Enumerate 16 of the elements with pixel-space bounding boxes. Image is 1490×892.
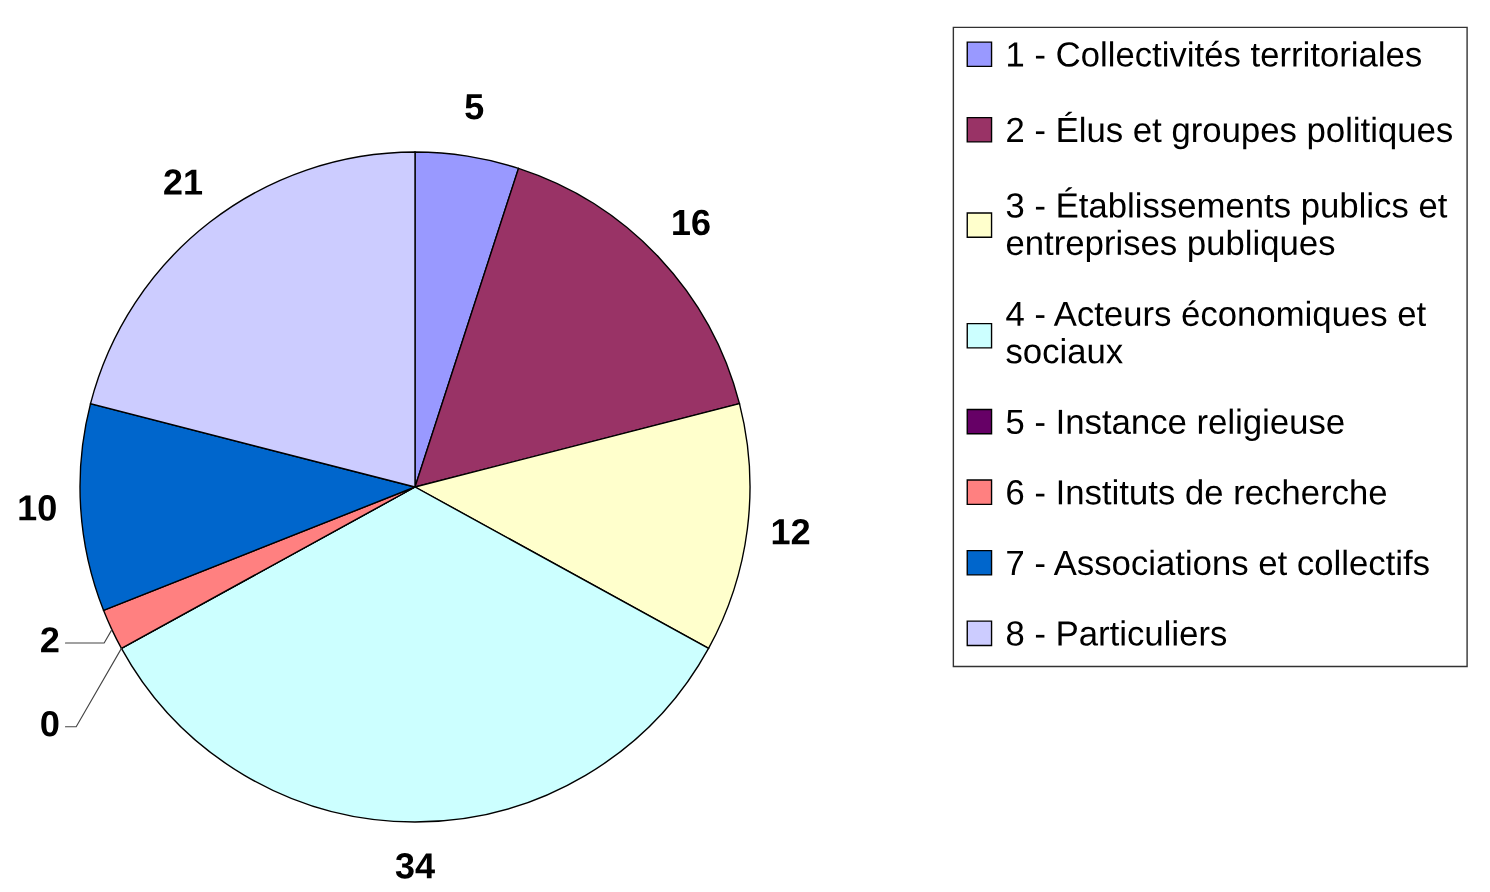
legend-label: 8 - Particuliers [1006,620,1227,646]
data-label: 34 [395,853,435,879]
legend-label: 5 - Instance religieuse [1006,408,1344,441]
data-label: 12 [772,518,810,545]
data-label: 5 [465,94,484,120]
data-label: 10 [19,495,56,521]
legend-label: 1 - Collectivités territoriales [1008,40,1421,67]
legend-label: 2 - Élus et groupes politiques [1007,111,1452,150]
legend-label: 3 - Établissements publics et entreprises publiques [1006,187,1448,263]
data-label: 2 [41,627,59,653]
legend-label: 7 - Associations et collectifs [1007,549,1429,576]
data-label: 16 [673,209,710,236]
text: 0 [41,710,59,737]
data-label: 21 [164,169,203,195]
legend-label: 4 - Acteurs économiques et sociaux [1006,300,1426,364]
legend-label: 6 - Instituts de recherche [1007,479,1387,505]
